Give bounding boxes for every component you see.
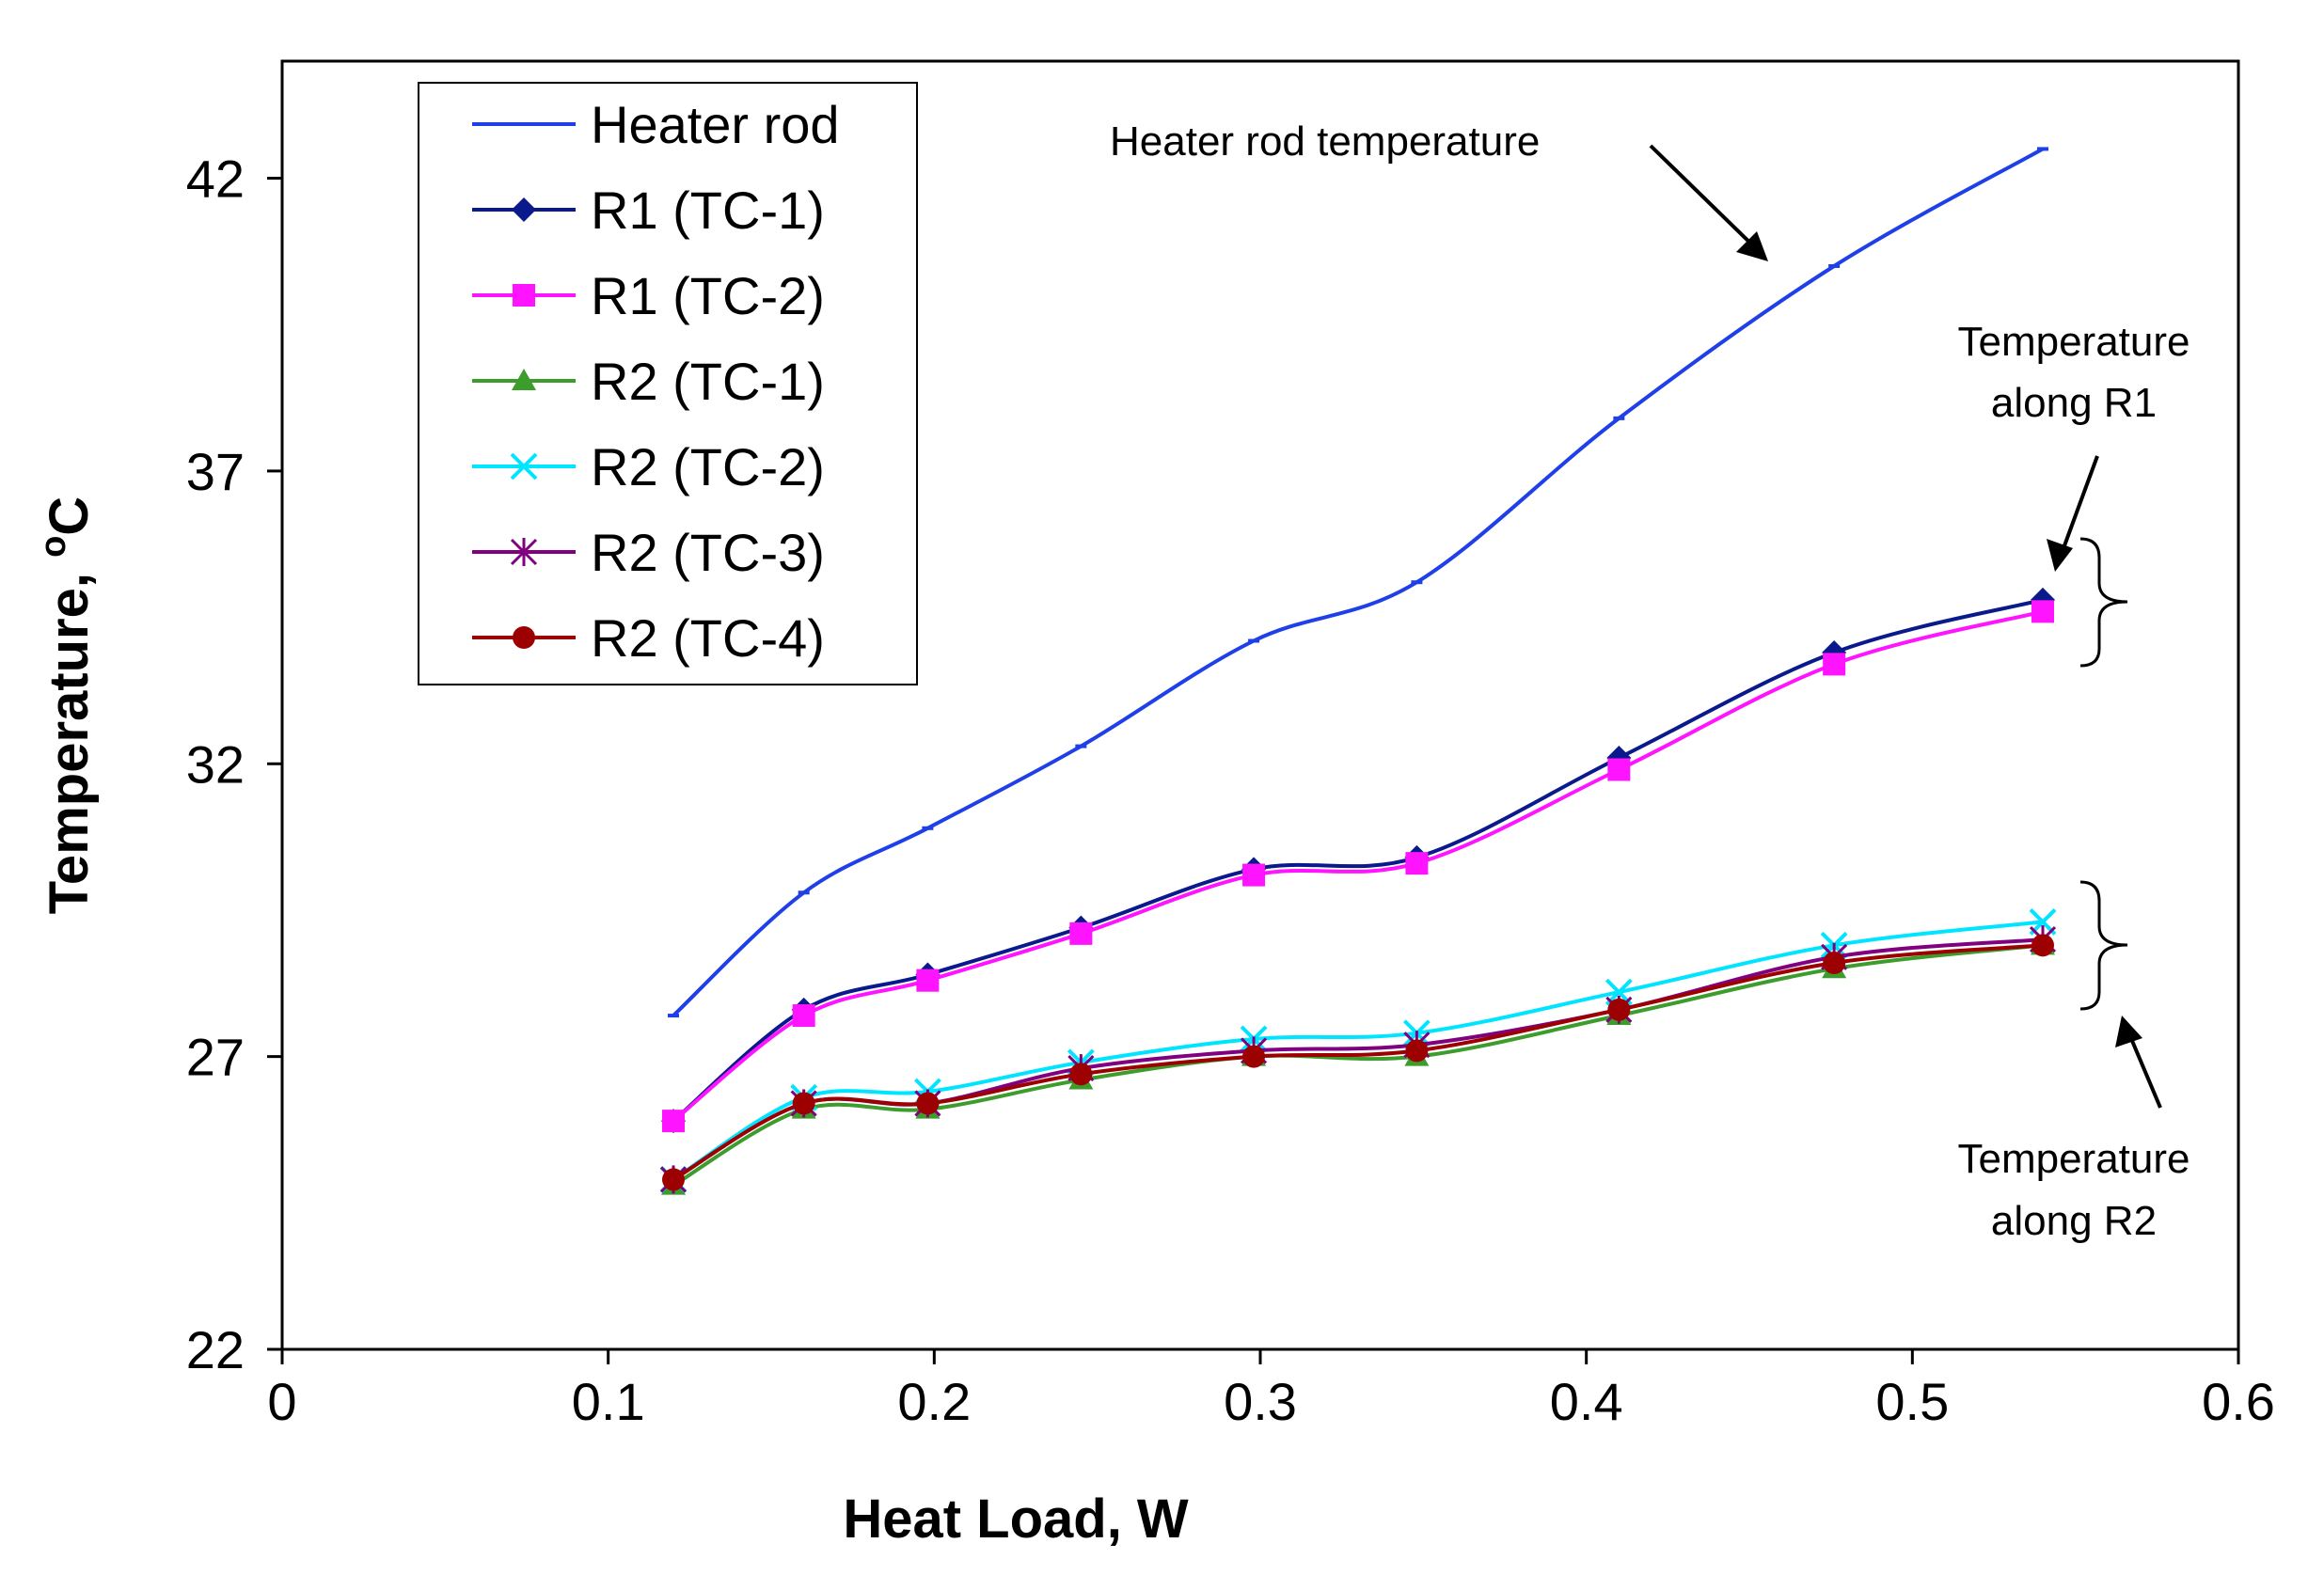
data-point [662, 1110, 685, 1133]
data-point [916, 1092, 940, 1115]
data-point [916, 969, 940, 992]
annotation-r2-line2: along R2 [1991, 1198, 2157, 1244]
x-tick-label: 0.5 [1875, 1372, 1949, 1431]
legend-marker [513, 626, 535, 649]
series-line [672, 609, 2044, 1123]
arrow-r1 [2058, 455, 2099, 559]
legend-item: R1 (TC-2) [472, 266, 825, 325]
legend-item: R2 (TC-3) [472, 523, 825, 582]
legend-marker [510, 538, 538, 566]
y-tick-label: 42 [186, 150, 245, 209]
series-layer [659, 147, 2057, 1195]
data-point [2032, 600, 2054, 623]
series-line [672, 147, 2044, 1017]
arrow-r2 [2126, 1029, 2162, 1109]
series-7 [662, 934, 2054, 1191]
y-tick-label: 22 [186, 1320, 245, 1379]
x-tick-label: 0 [267, 1372, 296, 1431]
legend-label: R1 (TC-1) [591, 181, 825, 240]
x-tick-label: 0.3 [1224, 1372, 1297, 1431]
data-point [1823, 653, 1846, 676]
x-tick-label: 0.6 [2202, 1372, 2275, 1431]
data-point [1607, 758, 1631, 781]
arrow-heater-rod [1649, 144, 1765, 258]
arrowhead-r1 [2047, 539, 2073, 572]
annotation-r2-line1: Temperature [1957, 1136, 2190, 1182]
legend-label: R2 (TC-4) [591, 608, 825, 668]
data-point [1405, 852, 1429, 875]
legend-item: R2 (TC-4) [472, 608, 825, 668]
annotation-r1-line2: along R1 [1991, 380, 2157, 426]
legend-label: R2 (TC-2) [591, 437, 825, 496]
y-tick-label: 32 [186, 734, 245, 794]
data-point [792, 1092, 815, 1115]
legend: Heater rod R1 (TC-1) R1 (TC-2) R2 (TC-1) R2 … [418, 82, 918, 685]
y-axis-title: Temperature, oC [34, 496, 100, 914]
series-line [672, 597, 2044, 1123]
data-point [1242, 1045, 1266, 1068]
legend-item: R2 (TC-1) [472, 352, 825, 411]
legend-label: R2 (TC-3) [591, 523, 825, 582]
brace-r2 [2079, 880, 2128, 1011]
arrowhead-heater-rod [1736, 231, 1768, 261]
y-axis-title-superscript: o [34, 536, 73, 558]
data-point [1607, 998, 1631, 1021]
legend-item: R2 (TC-2) [472, 437, 825, 496]
annotation-r1-line1: Temperature [1957, 319, 2190, 365]
x-tick-label: 0.2 [897, 1372, 971, 1431]
series-line [672, 920, 2044, 1182]
x-tick-label: 0.4 [1550, 1372, 1623, 1431]
y-tick-label: 27 [186, 1028, 245, 1087]
data-point [792, 1004, 815, 1028]
annotations: Heater rod temperature Temperature along… [1110, 118, 2190, 1244]
arrowhead-r2 [2115, 1016, 2142, 1047]
data-point [1242, 863, 1266, 887]
annotation-heater-rod: Heater rod temperature [1110, 118, 1540, 165]
legend-marker [512, 197, 536, 222]
axis-ticks: 0 0.1 0.2 0.3 0.4 0.5 0.6 22 27 32 37 42 [186, 150, 2275, 1431]
legend-marker [512, 369, 536, 390]
legend-label: R2 (TC-1) [591, 352, 825, 411]
series-3 [662, 600, 2054, 1133]
x-axis-title: Heat Load, W [843, 1488, 1189, 1550]
series-1 [668, 147, 2048, 1018]
y-tick-label: 37 [186, 442, 245, 501]
series-line [672, 943, 2044, 1182]
legend-item: R1 (TC-1) [472, 181, 825, 240]
legend-box [418, 82, 918, 685]
legend-label: Heater rod [591, 95, 840, 154]
legend-label: R1 (TC-2) [591, 266, 825, 325]
legend-marker [513, 284, 535, 307]
data-point [1069, 921, 1093, 945]
data-point [1069, 1063, 1093, 1086]
data-point [662, 1168, 685, 1191]
legend-item: Heater rod [472, 95, 840, 154]
legend-marker [510, 452, 538, 480]
data-point [2032, 934, 2054, 957]
data-point [1405, 1039, 1429, 1063]
data-point [1823, 952, 1846, 974]
x-tick-label: 0.1 [572, 1372, 645, 1431]
brace-r1 [2079, 537, 2128, 668]
